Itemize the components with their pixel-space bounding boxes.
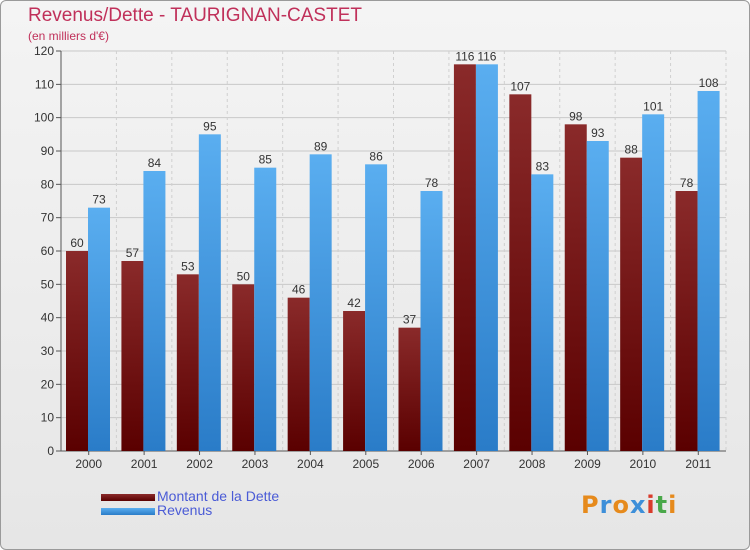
value-label-debt: 42 [347, 296, 361, 310]
y-tick-label: 20 [41, 377, 55, 391]
legend-swatch-debt [101, 494, 155, 501]
x-tick-label: 2001 [131, 457, 158, 471]
chart-subtitle: (en milliers d'€) [28, 29, 109, 43]
value-label-debt: 46 [292, 283, 306, 297]
bar-revenue [198, 134, 221, 452]
bar-debt [509, 94, 532, 451]
value-label-revenue: 78 [425, 176, 439, 190]
value-label-revenue: 108 [699, 76, 719, 90]
value-label-revenue: 116 [477, 49, 496, 63]
bar-revenue [143, 171, 166, 451]
bar-revenue [309, 154, 332, 452]
value-label-debt: 98 [569, 109, 583, 123]
logo-letter: i [668, 491, 678, 519]
legend-label-revenue: Revenus [157, 502, 213, 518]
x-tick-label: 2004 [297, 457, 324, 471]
value-label-revenue: 85 [259, 153, 273, 167]
logo-letter: x [629, 491, 647, 519]
x-tick-label: 2007 [463, 457, 490, 471]
x-tick-label: 2010 [630, 457, 657, 471]
chart-title: Revenus/Dette - TAURIGNAN-CASTET [28, 5, 362, 26]
logo-letter: o [612, 491, 630, 519]
y-tick-label: 80 [41, 177, 55, 191]
bar-debt [453, 64, 476, 452]
bar-debt [564, 124, 587, 451]
bar-revenue [586, 141, 609, 451]
axes: 0 10 20 30 40 50 60 70 80 90 100 110 120 2000 2001 2002… [34, 44, 726, 471]
value-label-revenue: 93 [591, 126, 605, 140]
value-label-revenue: 73 [92, 193, 106, 207]
bar-revenue [697, 91, 720, 451]
value-label-revenue: 89 [314, 139, 328, 153]
bar-debt [675, 191, 698, 451]
value-labels: 60 73 57 84 53 95 50 85 46 89 42 86 37 78 116 116 107 83 9… [70, 49, 719, 326]
legend-label-debt: Montant de la Dette [157, 488, 280, 504]
bar-debt [121, 261, 144, 451]
y-tick-label: 110 [35, 77, 54, 91]
x-tick-label: 2006 [408, 457, 435, 471]
y-tick-label: 70 [41, 211, 55, 225]
y-tick-label: 100 [34, 111, 54, 125]
bar-revenue [642, 114, 665, 451]
legend-swatch-revenue [101, 508, 155, 515]
x-tick-label: 2000 [75, 457, 102, 471]
value-label-debt: 50 [237, 269, 251, 283]
x-tick-label: 2009 [574, 457, 601, 471]
y-tick-label: 50 [41, 277, 55, 291]
bar-revenue [254, 167, 277, 451]
value-label-revenue: 83 [536, 159, 550, 173]
value-label-debt: 78 [680, 176, 694, 190]
y-tick-label: 90 [41, 144, 55, 158]
grid [60, 50, 727, 452]
value-label-debt: 116 [455, 49, 474, 63]
logo-letter: i [646, 491, 656, 519]
bar-revenue [88, 207, 110, 451]
value-label-revenue: 95 [203, 119, 217, 133]
x-tick-label: 2011 [685, 457, 711, 471]
value-label-revenue: 84 [148, 156, 162, 170]
logo-letter: P [581, 491, 600, 519]
y-tick-label: 60 [41, 244, 55, 258]
bar-revenue [475, 64, 498, 452]
bar-revenue [420, 191, 443, 451]
value-label-debt: 88 [624, 143, 638, 157]
x-tick-label: 2005 [352, 457, 379, 471]
bar-debt [232, 284, 255, 451]
x-tick-label: 2002 [186, 457, 213, 471]
y-tick-label: 40 [41, 311, 55, 325]
bar-revenue [531, 174, 554, 452]
y-tick-label: 0 [47, 444, 54, 458]
bar-debt [398, 327, 421, 451]
x-tick-label: 2003 [242, 457, 269, 471]
bar-debt [343, 311, 366, 451]
bar-debt [287, 297, 310, 451]
bars [66, 64, 720, 452]
logo-letter: t [655, 491, 669, 519]
bar-revenue [365, 164, 388, 452]
y-tick-label: 120 [34, 44, 54, 58]
bar-debt [620, 157, 643, 451]
value-label-debt: 107 [510, 79, 530, 93]
y-tick-label: 10 [41, 411, 55, 425]
bar-debt [176, 274, 199, 451]
y-tick-label: 30 [41, 344, 55, 358]
value-label-revenue: 86 [369, 149, 383, 163]
value-label-debt: 57 [126, 246, 140, 260]
value-label-debt: 37 [403, 313, 417, 327]
value-label-debt: 60 [70, 236, 84, 250]
x-tick-label: 2008 [519, 457, 546, 471]
value-label-debt: 53 [181, 259, 195, 273]
value-label-revenue: 101 [643, 99, 663, 113]
logo-letter: r [599, 491, 613, 519]
bar-debt [66, 251, 88, 451]
proxiti-logo[interactable]: Proxiti [581, 491, 677, 519]
